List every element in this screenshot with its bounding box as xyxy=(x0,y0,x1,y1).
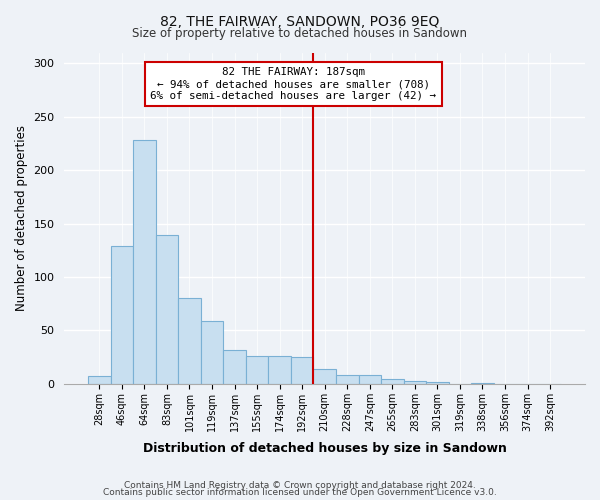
Bar xyxy=(381,378,404,384)
Bar xyxy=(359,376,381,384)
Bar xyxy=(178,298,201,384)
Bar xyxy=(88,376,110,384)
Bar xyxy=(246,356,268,384)
Text: Size of property relative to detached houses in Sandown: Size of property relative to detached ho… xyxy=(133,28,467,40)
Bar xyxy=(223,350,246,384)
Text: 82, THE FAIRWAY, SANDOWN, PO36 9EQ: 82, THE FAIRWAY, SANDOWN, PO36 9EQ xyxy=(160,15,440,29)
Bar xyxy=(133,140,155,384)
Bar xyxy=(471,383,494,384)
Bar xyxy=(268,356,291,384)
Y-axis label: Number of detached properties: Number of detached properties xyxy=(15,125,28,311)
Text: Contains HM Land Registry data © Crown copyright and database right 2024.: Contains HM Land Registry data © Crown c… xyxy=(124,480,476,490)
Bar xyxy=(426,382,449,384)
Bar xyxy=(336,376,359,384)
Text: Contains public sector information licensed under the Open Government Licence v3: Contains public sector information licen… xyxy=(103,488,497,497)
Bar xyxy=(404,380,426,384)
Bar xyxy=(313,369,336,384)
Bar xyxy=(155,236,178,384)
X-axis label: Distribution of detached houses by size in Sandown: Distribution of detached houses by size … xyxy=(143,442,506,455)
Text: 82 THE FAIRWAY: 187sqm
← 94% of detached houses are smaller (708)
6% of semi-det: 82 THE FAIRWAY: 187sqm ← 94% of detached… xyxy=(151,68,436,100)
Bar xyxy=(201,321,223,384)
Bar xyxy=(110,246,133,384)
Bar xyxy=(291,357,313,384)
